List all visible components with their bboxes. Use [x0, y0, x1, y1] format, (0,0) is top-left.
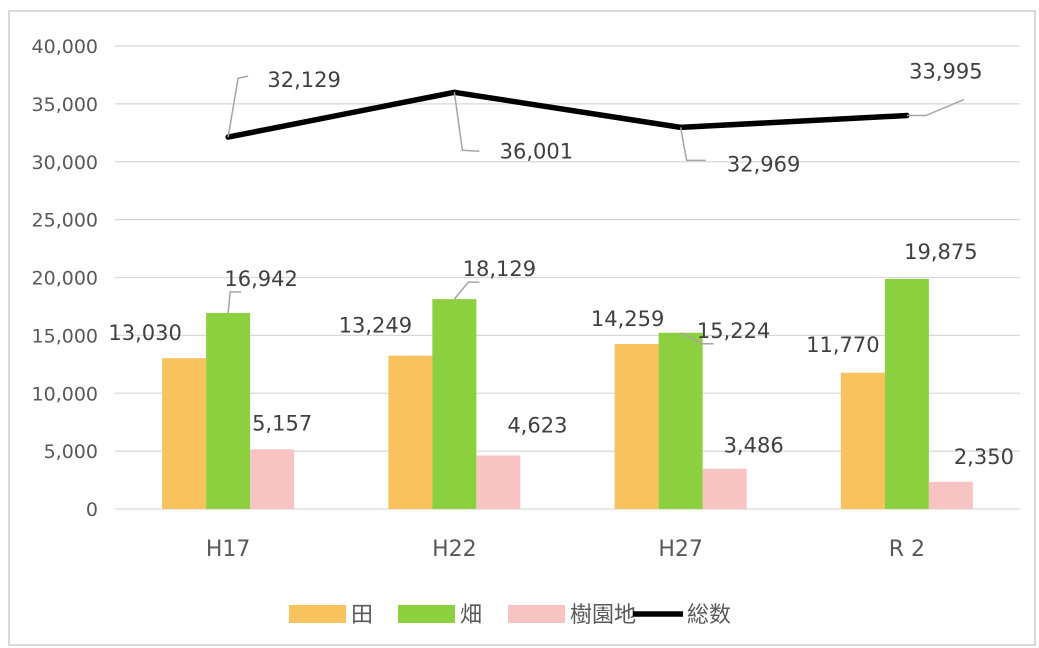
- x-tick-label: H27: [658, 537, 703, 562]
- y-tick-label: 25,000: [32, 210, 98, 232]
- leader-line: [680, 332, 714, 345]
- bar-2-4: [884, 278, 929, 509]
- bar-2-2: [432, 299, 477, 509]
- leader-line: [906, 98, 965, 117]
- bar-3-3: [702, 468, 747, 509]
- legend-swatch: [289, 605, 346, 623]
- data-label-3-4: 2,350: [954, 445, 1014, 469]
- total-label-2: 36,001: [500, 139, 573, 163]
- data-label-1-4: 11,770: [806, 333, 879, 357]
- legend-item: 総数: [687, 603, 731, 628]
- bar-1-4: [840, 372, 885, 509]
- chart-frame: 0 5,000 10,000 15,000 20,000 25,000 30,000 35,0…: [8, 10, 1036, 646]
- bar-3-2: [476, 455, 521, 509]
- total-label-1: 32,129: [267, 68, 340, 92]
- legend-swatch: [398, 605, 455, 623]
- data-label-1-3: 14,259: [591, 307, 664, 331]
- bar-3-4: [928, 481, 973, 509]
- x-tick-label: H17: [206, 537, 251, 562]
- data-label-2-2: 18,129: [463, 257, 536, 281]
- total-label-4: 33,995: [909, 60, 982, 84]
- legend-item: 畑: [460, 603, 482, 628]
- bar-2-3: [658, 332, 703, 509]
- x-tick-label: H22: [432, 537, 477, 562]
- legend-item: 樹園地: [570, 603, 636, 628]
- legend-item: 田: [351, 603, 373, 628]
- y-tick-label: 15,000: [32, 325, 98, 347]
- data-label-2-1: 16,942: [224, 267, 297, 291]
- data-label-3-3: 3,486: [724, 434, 784, 458]
- data-label-3-1: 5,157: [252, 411, 312, 435]
- total-line: [225, 89, 910, 140]
- total-label-3: 32,969: [727, 152, 800, 176]
- legend-swatch: [508, 605, 565, 623]
- bar-1-3: [614, 343, 659, 509]
- chart-svg: 0 5,000 10,000 15,000 20,000 25,000 30,000 35,0…: [32, 36, 1020, 628]
- y-tick-label: 10,000: [32, 383, 98, 405]
- bar-3-1: [250, 449, 295, 509]
- y-tick-label: 20,000: [32, 268, 98, 290]
- leader-line: [453, 281, 480, 300]
- y-tick-label: 5,000: [44, 441, 98, 463]
- bar-1-1: [162, 358, 207, 509]
- leader-line: [453, 92, 480, 153]
- y-tick-label: 35,000: [32, 94, 98, 116]
- data-label-3-2: 4,623: [507, 413, 567, 437]
- x-tick-label: R 2: [889, 537, 925, 562]
- bar-2-1: [206, 312, 251, 509]
- leader-line: [679, 127, 706, 162]
- data-label-2-3: 15,224: [697, 319, 770, 343]
- y-tick-label: 30,000: [32, 152, 98, 174]
- y-tick-label: 40,000: [32, 36, 98, 58]
- y-tick-label: 0: [86, 499, 98, 521]
- bar-1-2: [388, 355, 433, 509]
- leader-line: [227, 291, 242, 313]
- leader-line: [227, 75, 249, 138]
- data-label-1-2: 13,249: [339, 314, 412, 338]
- data-label-1-1: 13,030: [108, 321, 181, 345]
- data-label-2-4: 19,875: [904, 240, 977, 264]
